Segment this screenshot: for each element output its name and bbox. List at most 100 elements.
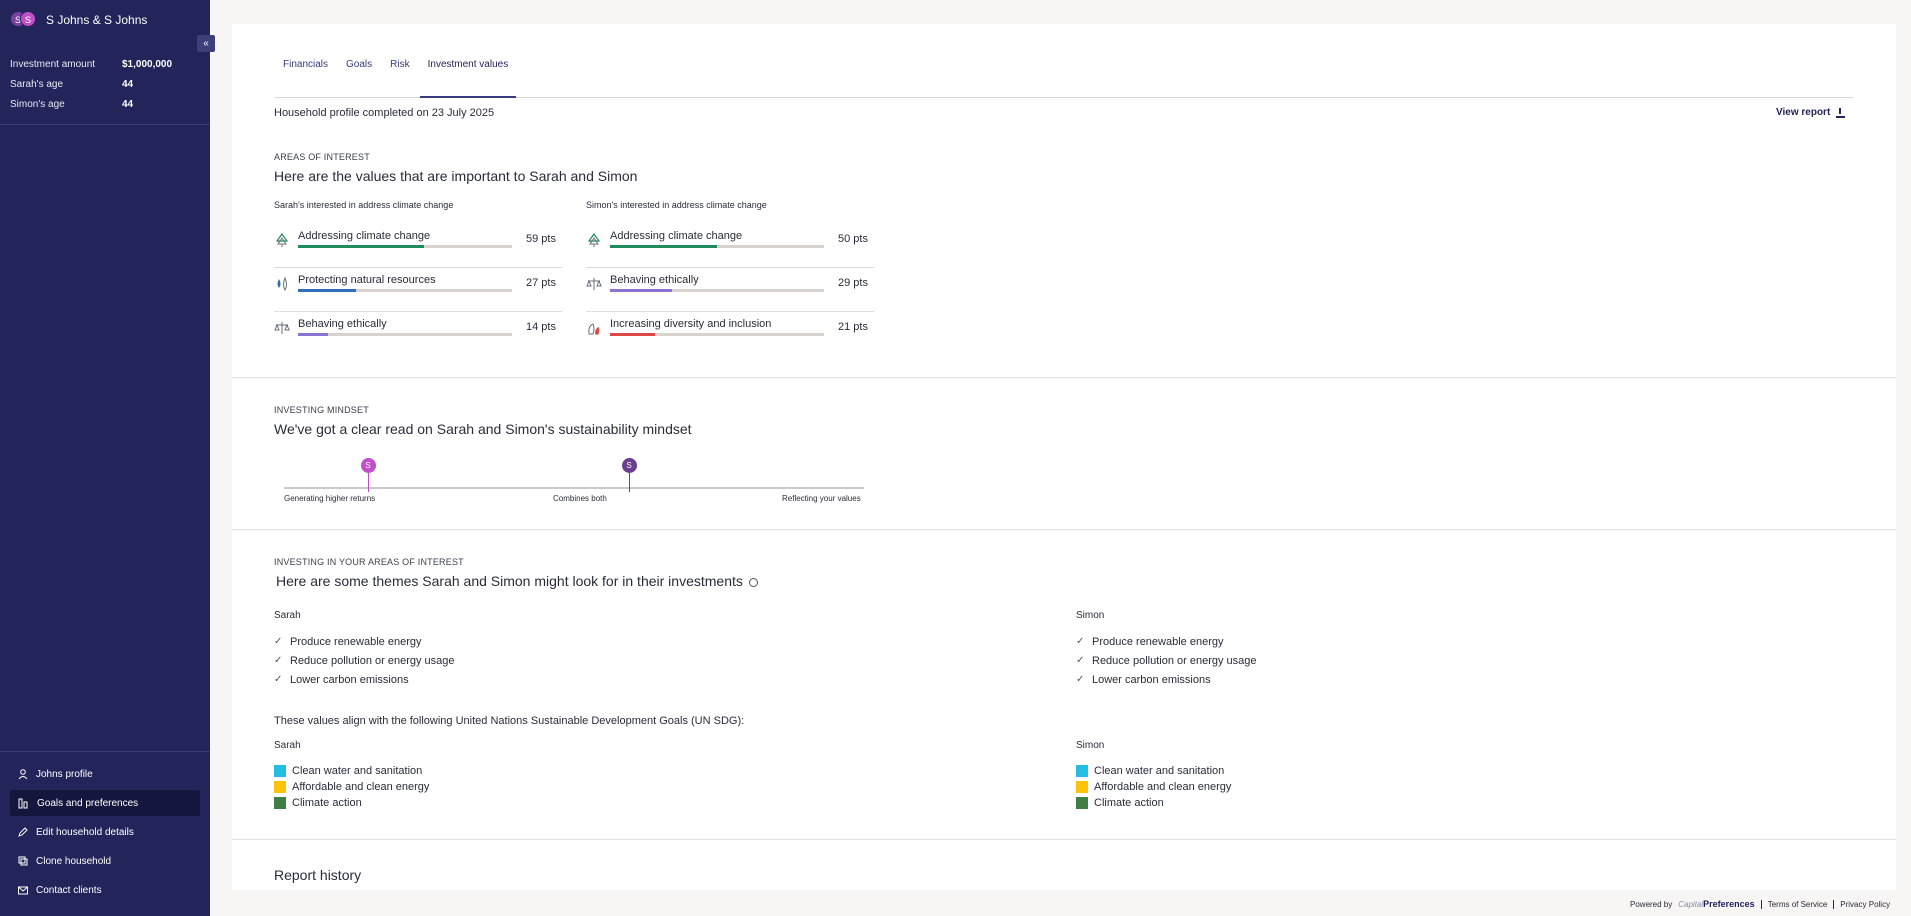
collapse-sidebar-button[interactable]: «	[197, 35, 215, 52]
sidebar-nav: Johns profile Goals and preferences Edit…	[0, 751, 210, 906]
mindset-heading: We've got a clear read on Sarah and Simo…	[274, 421, 692, 437]
check-icon: ✓	[1076, 655, 1085, 666]
check-icon: ✓	[274, 655, 283, 666]
person-name: Sarah	[274, 610, 301, 621]
sdg-label: Clean water and sanitation	[1094, 765, 1225, 777]
hands-icon	[586, 320, 602, 336]
nav-goals-and-preferences[interactable]: Goals and preferences	[10, 790, 200, 816]
value-progress-track	[298, 245, 512, 248]
value-progress-fill	[610, 289, 673, 292]
mail-icon	[18, 886, 28, 894]
sdg-label: Climate action	[292, 797, 362, 809]
nav-clone-household[interactable]: Clone household	[10, 848, 200, 874]
main-content: Financials Goals Risk Investment values …	[232, 24, 1896, 890]
value-row: Behaving ethically 29 pts	[586, 269, 874, 312]
info-row-simon-age: Simon's age 44	[10, 94, 200, 114]
value-progress-fill	[610, 245, 717, 248]
tab-investment-values[interactable]: Investment values	[419, 48, 517, 98]
value-row: Addressing climate change 59 pts	[274, 225, 562, 268]
scales-icon	[274, 320, 290, 336]
theme-label: Reduce pollution or energy usage	[1092, 654, 1257, 667]
mindset-eyebrow: INVESTING MINDSET	[274, 405, 369, 415]
value-progress-fill	[610, 333, 655, 336]
info-icon[interactable]	[748, 577, 758, 587]
list-item: ✓ Produce renewable energy	[1076, 632, 1257, 651]
brand-name: Preferences	[1703, 899, 1755, 909]
sdg-item: Climate action	[274, 795, 429, 811]
theme-label: Produce renewable energy	[1092, 635, 1224, 648]
sdg-label: Climate action	[1094, 797, 1164, 809]
tab-risk[interactable]: Risk	[390, 59, 410, 70]
value-progress-track	[298, 333, 512, 336]
info-label: Sarah's age	[10, 78, 64, 90]
user-icon	[18, 768, 28, 779]
nav-label: Johns profile	[36, 768, 93, 780]
value-row: Increasing diversity and inclusion 21 pts	[586, 313, 874, 356]
sidebar: S S S Johns & S Johns Investment amount …	[0, 0, 210, 916]
value-progress-track	[610, 245, 824, 248]
sun-energy-icon	[1076, 781, 1088, 793]
check-icon: ✓	[1076, 674, 1085, 685]
mindset-label-both: Combines both	[553, 494, 607, 503]
section-divider	[232, 839, 1896, 840]
person-name: Simon	[1076, 610, 1105, 621]
value-label: Addressing climate change	[298, 230, 431, 242]
areas-eyebrow: AREAS OF INTEREST	[274, 152, 370, 162]
sdg-label: Affordable and clean energy	[292, 781, 430, 793]
nav-johns-profile[interactable]: Johns profile	[10, 761, 200, 787]
theme-label: Lower carbon emissions	[1092, 673, 1211, 686]
mindset-scale-line	[284, 487, 864, 489]
view-report-button[interactable]: View report	[1776, 107, 1846, 118]
powered-by-text: Powered by	[1630, 899, 1673, 909]
nav-label: Contact clients	[36, 884, 102, 896]
sdg-intro: These values align with the following Un…	[274, 715, 745, 727]
sdg-item: Clean water and sanitation	[1076, 763, 1231, 779]
chart-icon	[18, 798, 28, 808]
list-item: ✓ Lower carbon emissions	[1076, 670, 1257, 689]
water-drop-icon	[274, 276, 290, 292]
mindset-pin-stem	[368, 472, 370, 492]
areas-heading: Here are the values that are important t…	[274, 168, 638, 184]
household-name: S Johns & S Johns	[46, 13, 148, 27]
avatar-group: S S	[10, 11, 38, 29]
terms-link[interactable]: Terms of Service	[1767, 899, 1828, 909]
tab-financials[interactable]: Financials	[283, 59, 329, 70]
tab-goals[interactable]: Goals	[346, 59, 373, 70]
themes-heading: Here are some themes Sarah and Simon mig…	[276, 573, 743, 589]
privacy-link[interactable]: Privacy Policy	[1840, 899, 1891, 909]
sdg-item: Climate action	[1076, 795, 1231, 811]
simon-themes: Simon ✓ Produce renewable energy ✓ Reduce …	[1076, 610, 1257, 689]
sarah-interest-title: Sarah's interested in address climate ch…	[274, 200, 454, 210]
nav-label: Clone household	[36, 855, 112, 867]
mindset-label-returns: Generating higher returns	[284, 494, 376, 503]
value-progress-fill	[298, 245, 425, 248]
view-report-label: View report	[1776, 107, 1831, 118]
mindset-label-values: Reflecting your values	[782, 494, 861, 503]
value-progress-track	[610, 333, 824, 336]
tab-bar: Financials Goals Risk Investment values	[275, 48, 1853, 98]
theme-label: Produce renewable energy	[290, 635, 422, 648]
value-progress-fill	[298, 333, 328, 336]
brand-logo: CapitalPreferences	[1678, 899, 1754, 909]
nav-edit-household[interactable]: Edit household details	[10, 819, 200, 845]
list-item: ✓ Reduce pollution or energy usage	[1076, 651, 1257, 670]
list-item: ✓ Produce renewable energy	[274, 632, 455, 651]
nav-contact-clients[interactable]: Contact clients	[10, 877, 200, 903]
themes-heading-wrap: Here are some themes Sarah and Simon mig…	[276, 573, 758, 589]
sdg-item: Affordable and clean energy	[274, 779, 429, 795]
info-row-investment: Investment amount $1,000,000	[10, 54, 200, 74]
value-row: Addressing climate change 50 pts	[586, 225, 874, 268]
divider	[1760, 899, 1762, 909]
mindset-pin-avatar: S	[621, 458, 637, 473]
scales-icon	[586, 276, 602, 292]
info-label: Investment amount	[10, 58, 96, 70]
person-name: Simon	[1076, 740, 1105, 751]
household-info: Investment amount $1,000,000 Sarah's age…	[0, 40, 210, 125]
section-divider	[232, 529, 1896, 530]
water-tap-icon	[274, 765, 286, 777]
value-label: Increasing diversity and inclusion	[610, 318, 772, 330]
sun-energy-icon	[274, 781, 286, 793]
simon-sdg: Simon Clean water and sanitation Afforda…	[1076, 740, 1231, 811]
brand-prefix: Capital	[1678, 900, 1704, 909]
value-row: Behaving ethically 14 pts	[274, 313, 562, 356]
